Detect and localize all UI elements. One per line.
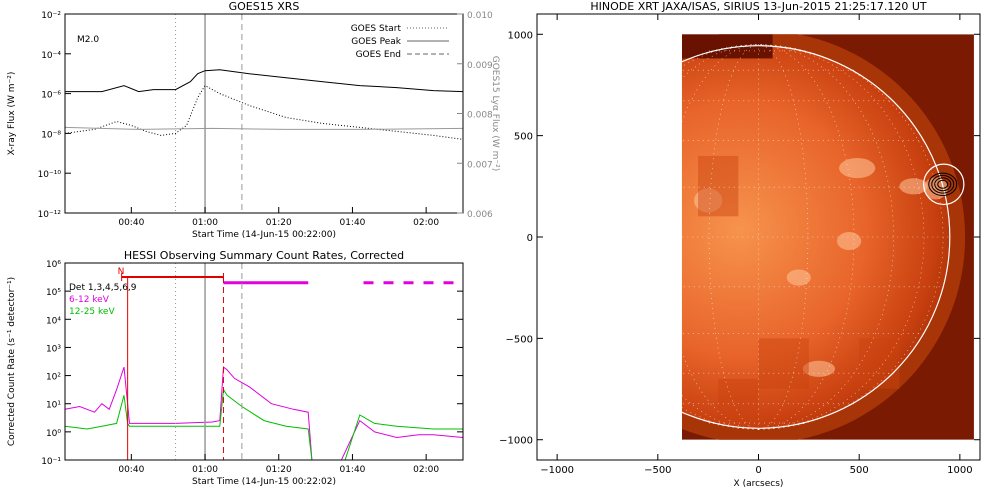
hessi-series-0 bbox=[64, 366, 464, 461]
hessi-ytick-label: 10⁴ bbox=[46, 316, 61, 326]
hessi-ytick-label: 10¹ bbox=[46, 401, 61, 411]
goes-series-1 bbox=[64, 84, 464, 140]
goes-legend-label: GOES Start bbox=[351, 24, 402, 34]
goes-ytick-right-label: 0.006 bbox=[467, 210, 493, 220]
goes-series-2 bbox=[64, 126, 464, 130]
hessi-xtick-label: 01:20 bbox=[266, 465, 292, 475]
event-circle bbox=[923, 163, 965, 206]
goes-ytick-label: 10⁻⁴ bbox=[41, 51, 61, 61]
hessi-series-1 bbox=[64, 388, 463, 461]
masked-region bbox=[681, 34, 773, 59]
dark-region bbox=[758, 338, 809, 389]
goes-panel: GOES15 XRS 10⁻² 10⁻⁴ 10⁻⁶ 10⁻⁸ 10⁻¹⁰ 10⁻¹² 0.01… bbox=[7, 0, 500, 240]
goes-xtick-label: 01:20 bbox=[266, 218, 292, 228]
hessi-contour bbox=[934, 177, 952, 192]
goes-ylabel-right: GOES15 Lyα Flux (W m⁻²) bbox=[490, 56, 500, 172]
goes-xtick-label: 01:40 bbox=[339, 218, 365, 228]
hessi-legend-label: Det 1,3,4,5,6,9 bbox=[69, 283, 137, 293]
xrt-xtick-label: −1000 bbox=[540, 465, 574, 476]
bright-region bbox=[802, 360, 836, 377]
xrt-ytick-label: −1000 bbox=[499, 436, 533, 447]
hessi-contour bbox=[928, 172, 958, 196]
goes-xtick-label: 00:40 bbox=[118, 218, 144, 228]
grid-longitude bbox=[758, 44, 944, 430]
xrt-xtick-label: 500 bbox=[850, 465, 869, 476]
hessi-title: HESSI Observing Summary Count Rates, Cor… bbox=[124, 249, 404, 262]
xrt-xtick-label: −500 bbox=[644, 465, 671, 476]
grid-longitude bbox=[681, 44, 759, 430]
hessi-xtick-label: 00:40 bbox=[118, 465, 144, 475]
xrt-xlabel: X (arcsecs) bbox=[734, 479, 784, 489]
xrt-image bbox=[681, 34, 974, 440]
bright-region bbox=[786, 269, 811, 286]
hessi-xtick-label: 01:00 bbox=[192, 465, 218, 475]
goes-ylabel: X-ray Flux (W m⁻²) bbox=[7, 72, 17, 156]
goes-ytick-label: 10⁻² bbox=[41, 11, 61, 21]
hessi-xtick-label: 01:40 bbox=[339, 465, 365, 475]
goes-legend-label: GOES End bbox=[356, 50, 401, 60]
goes-xtick-label: 01:00 bbox=[192, 218, 218, 228]
xrt-ytick-label: 0 bbox=[527, 233, 533, 244]
goes-annotation: M2.0 bbox=[77, 35, 99, 45]
hessi-xlabel: Start Time (14-Jun-15 00:22:02) bbox=[192, 477, 336, 487]
goes-xlabel: Start Time (14-Jun-15 00:22:00) bbox=[192, 230, 336, 240]
hessi-panel: HESSI Observing Summary Count Rates, Cor… bbox=[7, 249, 464, 487]
goes-ytick-label: 10⁻⁸ bbox=[41, 130, 61, 140]
xrt-xtick-label: 0 bbox=[755, 465, 761, 476]
bright-region bbox=[694, 188, 723, 213]
xrt-panel: HINODE XRT JAXA/ISAS, SIRIUS 13-Jun-2015… bbox=[499, 0, 981, 489]
grid-longitude bbox=[758, 44, 855, 430]
hessi-xtick-label: 02:00 bbox=[413, 465, 439, 475]
goes-xtick-label: 02:00 bbox=[413, 218, 439, 228]
hessi-legend-label: 6-12 keV bbox=[69, 295, 110, 305]
goes-ytick-label: 10⁻¹² bbox=[38, 210, 62, 220]
grid-longitude bbox=[758, 44, 925, 430]
bright-region bbox=[899, 178, 928, 195]
goes-ytick-label: 10⁻¹⁰ bbox=[38, 170, 62, 180]
dark-region bbox=[859, 338, 900, 389]
solar-disk bbox=[681, 45, 950, 429]
goes-ytick-right-label: 0.008 bbox=[467, 111, 493, 121]
goes-ytick-right-label: 0.010 bbox=[467, 11, 493, 21]
hessi-ytick-label: 10² bbox=[46, 373, 61, 383]
hessi-ytick-label: 10⁵ bbox=[46, 288, 61, 298]
dark-region bbox=[698, 155, 739, 217]
bright-region bbox=[837, 231, 862, 251]
hessi-legend-label: 12-25 keV bbox=[69, 307, 115, 317]
hessi-ylabel: Corrected Count Rate (s⁻¹ detector⁻¹) bbox=[7, 277, 17, 446]
goes-title: GOES15 XRS bbox=[229, 0, 300, 13]
dark-region bbox=[718, 378, 759, 420]
goes-series-0 bbox=[65, 69, 464, 93]
hessi-ytick-label: 10⁻¹ bbox=[41, 457, 61, 467]
goes-ytick-right-label: 0.007 bbox=[467, 160, 493, 170]
xrt-xtick-label: 1000 bbox=[947, 465, 972, 476]
goes-ytick-right-label: 0.009 bbox=[467, 61, 493, 71]
hessi-frame bbox=[64, 262, 464, 461]
hessi-night-marker: N bbox=[118, 267, 125, 277]
hessi-ytick-label: 10⁶ bbox=[46, 260, 61, 270]
goes-frame bbox=[64, 13, 464, 214]
hessi-ytick-label: 10⁰ bbox=[46, 429, 61, 439]
goes-ytick-label: 10⁻⁶ bbox=[41, 91, 61, 101]
solar-limb bbox=[681, 45, 951, 429]
xrt-ytick-label: 1000 bbox=[508, 30, 533, 41]
bright-region bbox=[839, 158, 876, 179]
xrt-title: HINODE XRT JAXA/ISAS, SIRIUS 13-Jun-2015… bbox=[590, 0, 927, 13]
hessi-contour bbox=[931, 174, 955, 194]
xrt-ytick-label: 500 bbox=[514, 132, 533, 143]
hessi-ytick-label: 10³ bbox=[46, 344, 61, 354]
goes-legend-label: GOES Peak bbox=[351, 37, 401, 47]
hessi-contour bbox=[937, 179, 949, 189]
xrt-ytick-label: −500 bbox=[506, 334, 533, 345]
